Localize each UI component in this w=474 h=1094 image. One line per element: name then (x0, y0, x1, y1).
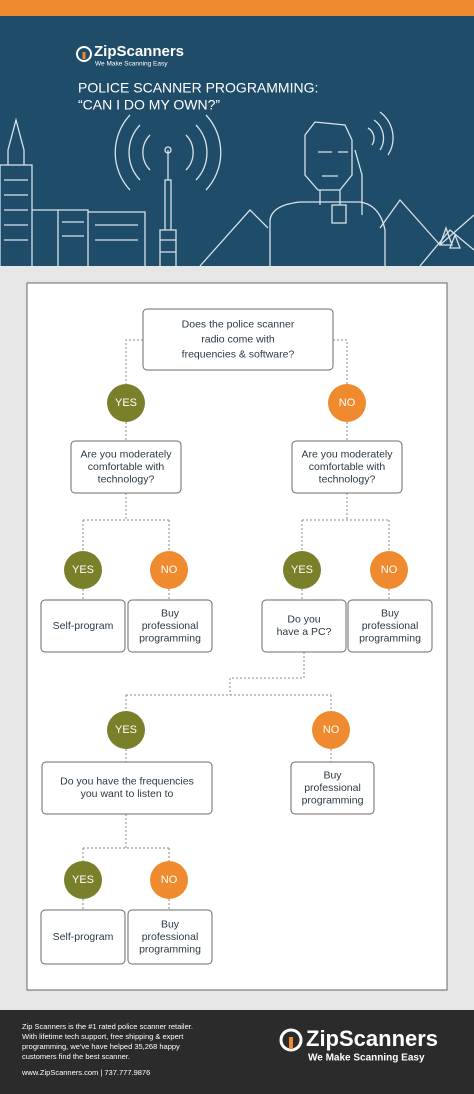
answer-circle (370, 551, 408, 589)
box-text: programming (139, 943, 201, 955)
question-box (127, 909, 213, 965)
question-box (291, 440, 403, 494)
footer-logo-icon-bar (289, 1037, 293, 1049)
box-text: programming (302, 794, 364, 806)
answer-circle (150, 861, 188, 899)
question-box (40, 599, 126, 653)
answer-label: NO (339, 397, 356, 409)
title-line: “CAN I DO MY OWN?” (78, 97, 220, 113)
box-text: technology? (98, 473, 155, 485)
answer-circle (283, 551, 321, 589)
box-text: Buy (161, 918, 180, 930)
box-text: professional (362, 620, 419, 632)
answer-circle (150, 551, 188, 589)
footer-about: Zip Scanners is the #1 rated police scan… (22, 1022, 193, 1031)
box-text: Do you (287, 614, 320, 626)
footer-brand: ZipScanners (306, 1026, 438, 1051)
box-text: Self-program (53, 931, 114, 943)
answer-label: YES (72, 564, 94, 576)
box-text: professional (304, 782, 361, 794)
answer-circle (64, 551, 102, 589)
question-box (347, 599, 433, 653)
tagline: We Make Scanning Easy (95, 61, 168, 68)
footer-about: programming, we've have helped 35,268 ha… (22, 1042, 180, 1051)
answer-label: YES (291, 564, 313, 576)
question-box (127, 599, 213, 653)
question-box (41, 761, 213, 815)
nodes: Does the police scanner radio come with fr… (40, 308, 433, 965)
answer-label: YES (115, 397, 137, 409)
answer-circle (107, 384, 145, 422)
footer-logo-icon (279, 1028, 303, 1052)
box-text: Are you moderately (80, 448, 172, 460)
box-text: programming (359, 632, 421, 644)
top-bar (0, 0, 474, 16)
box-text: frequencies & software? (182, 348, 295, 360)
answer-label: NO (381, 564, 398, 576)
footer-about: customers find the best scanner. (22, 1052, 130, 1061)
question-box (290, 761, 375, 815)
answer-label: NO (161, 874, 178, 886)
answer-label: YES (115, 724, 137, 736)
box-text: have a PC? (277, 626, 332, 638)
logo-icon (76, 46, 92, 62)
box-text: Self-program (53, 620, 114, 632)
connectors (82, 339, 390, 910)
box-text: comfortable with (309, 461, 386, 473)
box-text: Buy (323, 769, 342, 781)
box-text: radio come with (201, 333, 275, 345)
question-box (261, 599, 347, 653)
footer-tagline: We Make Scanning Easy (308, 1053, 425, 1064)
footer (0, 1010, 474, 1094)
box-text: Buy (381, 607, 400, 619)
box-text: comfortable with (88, 461, 165, 473)
answer-circle (328, 384, 366, 422)
question-box (142, 308, 334, 371)
box-text: programming (139, 632, 201, 644)
answer-circle (312, 711, 350, 749)
footer-about: With lifetime tech support, free shippin… (22, 1032, 184, 1041)
logo-icon-bar (82, 52, 86, 59)
brand: ZipScanners (94, 43, 184, 60)
answer-label: NO (161, 564, 178, 576)
box-text: Do you have the frequencies (60, 776, 194, 788)
box-text: technology? (319, 473, 376, 485)
question-box (70, 440, 182, 494)
box-text: Does the police scanner (182, 318, 295, 330)
question-box (40, 909, 126, 965)
title-line: POLICE SCANNER PROGRAMMING: (78, 80, 318, 96)
answer-circle (107, 711, 145, 749)
header (0, 16, 474, 266)
box-text: professional (142, 931, 199, 943)
box-text: Buy (161, 607, 180, 619)
illustration (0, 111, 474, 267)
footer-contact: www.ZipScanners.com | 737.777.9876 (21, 1068, 150, 1077)
answer-circle (64, 861, 102, 899)
answer-label: NO (323, 724, 340, 736)
box-text: Are you moderately (301, 448, 393, 460)
box-text: professional (142, 620, 199, 632)
box-text: you want to listen to (81, 788, 174, 800)
answer-label: YES (72, 874, 94, 886)
